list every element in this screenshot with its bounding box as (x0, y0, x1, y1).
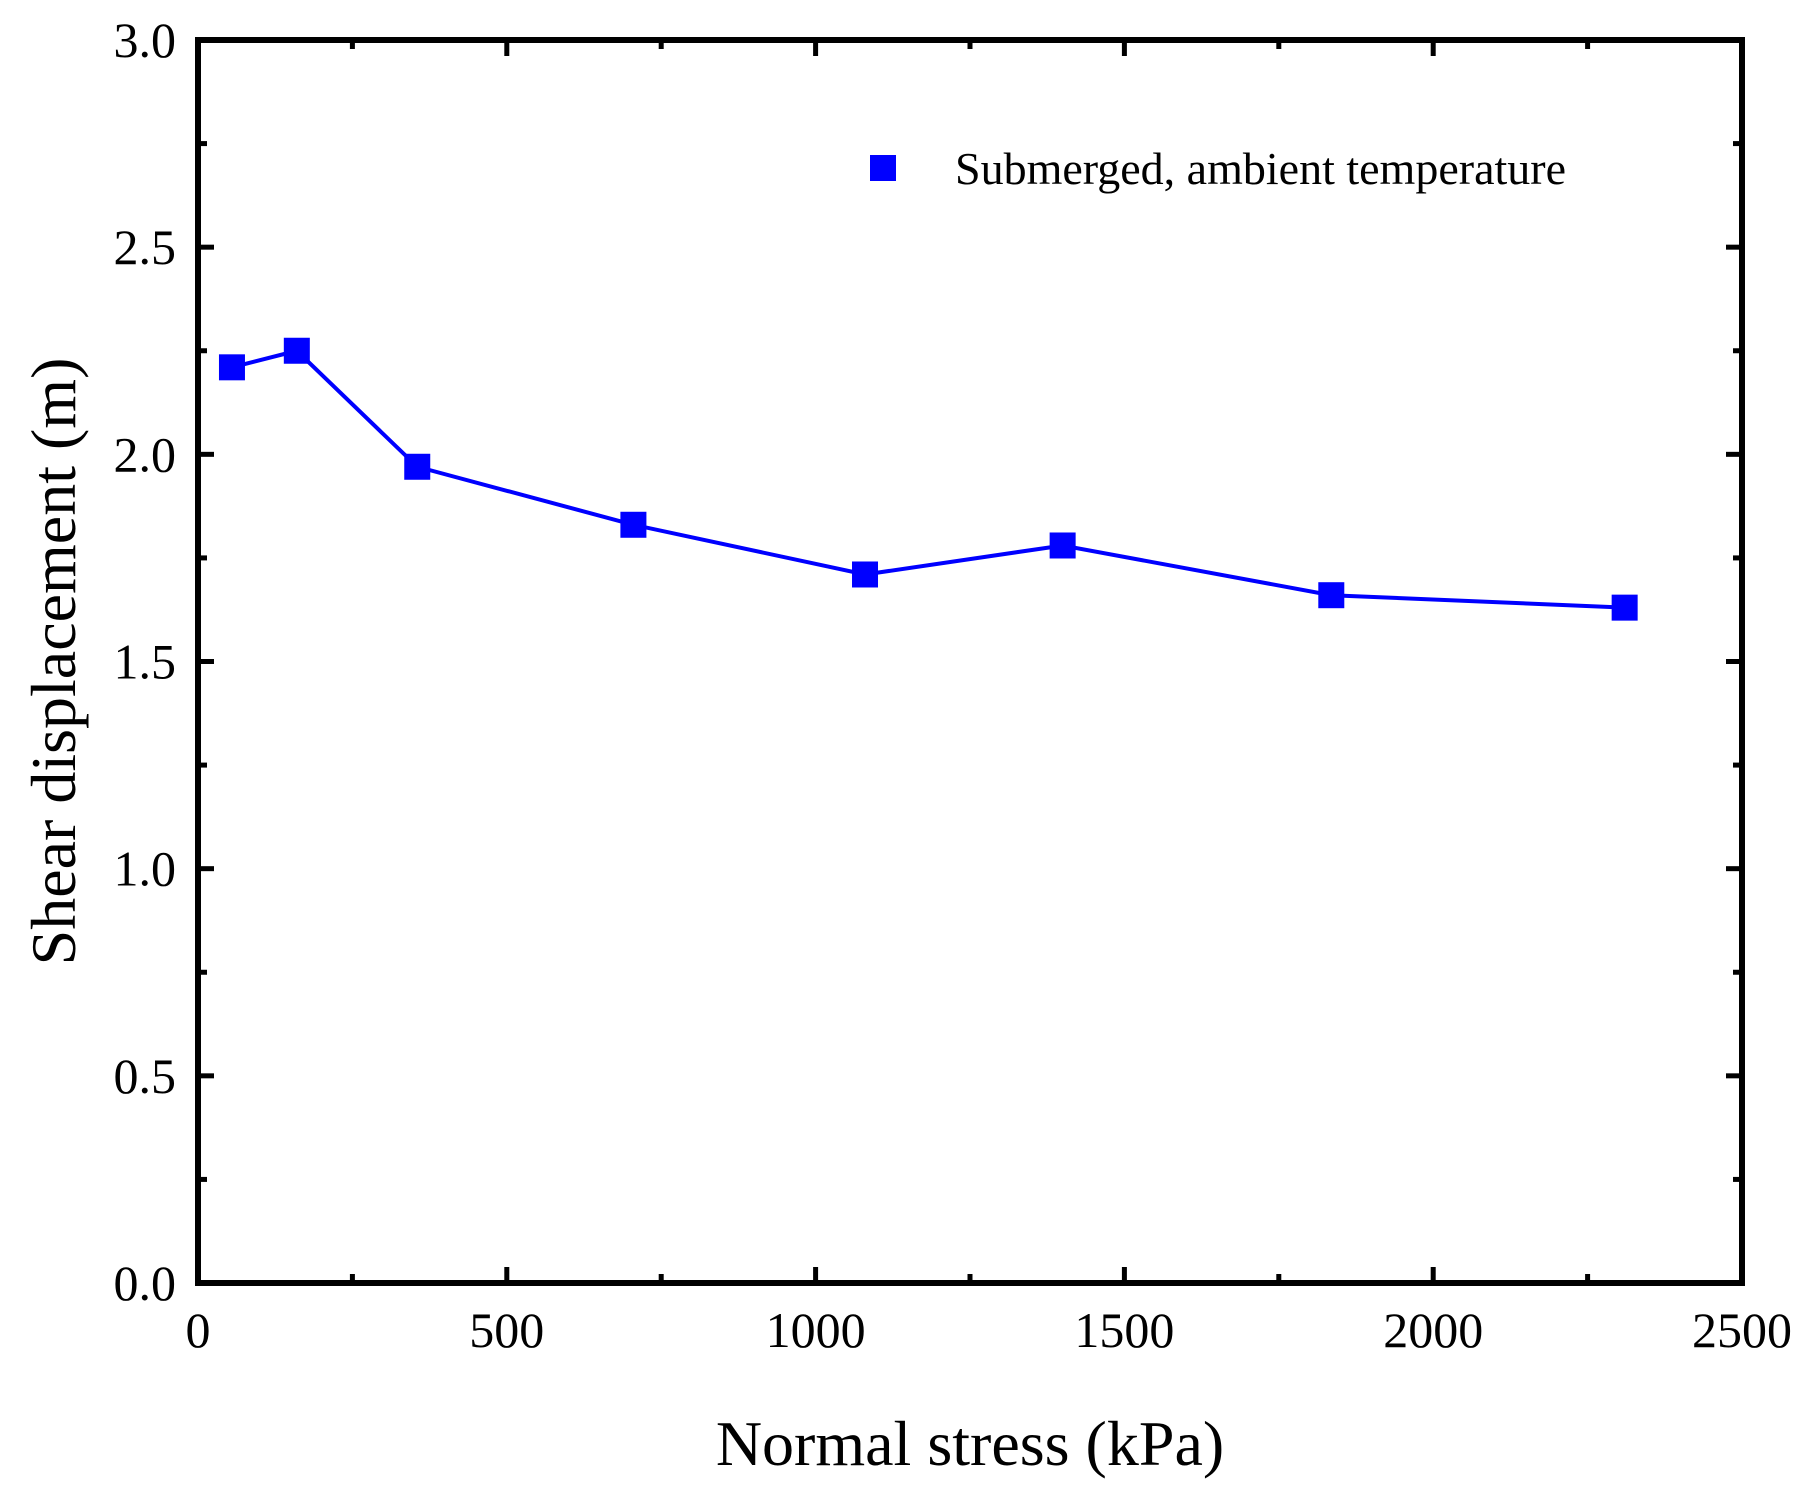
data-point (1318, 582, 1345, 609)
y-tick-label: 0.0 (114, 1255, 177, 1311)
y-tick-label: 2.0 (114, 426, 177, 482)
legend-label: Submerged, ambient temperature (955, 143, 1566, 194)
x-tick-label: 500 (469, 1302, 544, 1358)
y-axis-ticks: 0.0 0.5 1.0 1.5 2.0 2.5 3.0 (114, 12, 1742, 1311)
plot-border (195, 37, 1745, 1286)
y-tick-label: 1.5 (114, 634, 177, 690)
series-line (231, 348, 1625, 610)
data-point (620, 511, 647, 538)
y-tick-label: 3.0 (114, 12, 177, 68)
x-tick-label: 2500 (1692, 1302, 1792, 1358)
x-tick-label: 0 (186, 1302, 211, 1358)
data-point (283, 337, 310, 364)
data-point (218, 354, 245, 381)
x-axis-ticks: 0 500 1000 1500 2000 2500 (186, 40, 1792, 1358)
data-point (852, 561, 879, 588)
y-tick-label: 1.0 (114, 841, 177, 897)
x-tick-label: 2000 (1383, 1302, 1483, 1358)
legend-marker (870, 155, 896, 181)
data-point (1611, 594, 1638, 621)
plot-frame (195, 37, 1745, 1286)
series-layer (218, 337, 1638, 621)
y-tick-label: 0.5 (114, 1048, 177, 1104)
data-point (404, 453, 431, 480)
legend: Submerged, ambient temperature (870, 143, 1566, 194)
y-tick-label: 2.5 (114, 219, 177, 275)
x-axis-title: Normal stress (kPa) (716, 1408, 1224, 1479)
x-tick-label: 1000 (766, 1302, 866, 1358)
y-axis-title: Shear displacement (m) (18, 358, 89, 966)
data-point (1049, 532, 1076, 559)
x-tick-label: 1500 (1074, 1302, 1174, 1358)
